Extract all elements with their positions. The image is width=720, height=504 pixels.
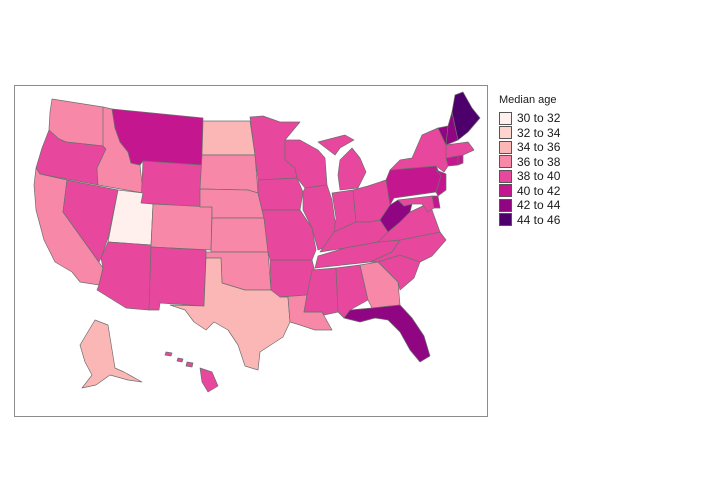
state-maryland (397, 195, 435, 213)
state-north-dakota (201, 120, 256, 156)
legend-item: 30 to 32 (499, 111, 560, 126)
state-new-york (389, 127, 449, 173)
state-massachusetts (445, 141, 475, 159)
legend-swatch (499, 213, 512, 227)
state-rhode-island (457, 154, 464, 166)
state-wyoming (140, 160, 203, 208)
legend-swatch (499, 169, 512, 183)
state-florida (343, 304, 431, 363)
legend-label: 30 to 32 (517, 111, 561, 126)
state-hawaii (164, 351, 219, 393)
state-arizona (96, 241, 152, 311)
legend-label: 38 to 40 (517, 169, 561, 184)
state-michigan (317, 134, 367, 191)
legend-item: 40 to 42 (499, 184, 560, 199)
legend-label: 34 to 36 (517, 140, 561, 155)
legend-label: 40 to 42 (517, 183, 561, 198)
legend-swatch (499, 111, 512, 125)
legend-item: 44 to 46 (499, 213, 560, 228)
state-south-dakota (199, 154, 259, 194)
legend-title: Median age (499, 94, 557, 106)
legend-label: 36 to 38 (517, 154, 561, 169)
state-texas (169, 257, 291, 371)
legend-item: 42 to 44 (499, 198, 560, 213)
legend-label: 32 to 34 (517, 125, 561, 140)
state-maine (451, 91, 481, 141)
state-iowa (257, 177, 304, 211)
state-alaska (79, 319, 143, 389)
legend-item: 38 to 40 (499, 169, 560, 184)
legend-swatch (499, 184, 512, 198)
state-kansas (210, 217, 269, 253)
legend-label: 42 to 44 (517, 198, 561, 213)
state-colorado (150, 203, 213, 251)
legend-swatch (499, 155, 512, 169)
legend-label: 44 to 46 (517, 212, 561, 227)
legend-swatch (499, 126, 512, 140)
legend-item: 36 to 38 (499, 155, 560, 170)
state-north-carolina (369, 231, 447, 263)
legend-item: 34 to 36 (499, 140, 560, 155)
legend-swatch (499, 198, 512, 212)
state-new-mexico (148, 246, 207, 311)
legend-swatch (499, 140, 512, 154)
legend: Median age 30 to 32 32 to 34 34 to 36 36 to… (499, 94, 560, 227)
legend-item: 32 to 34 (499, 126, 560, 141)
